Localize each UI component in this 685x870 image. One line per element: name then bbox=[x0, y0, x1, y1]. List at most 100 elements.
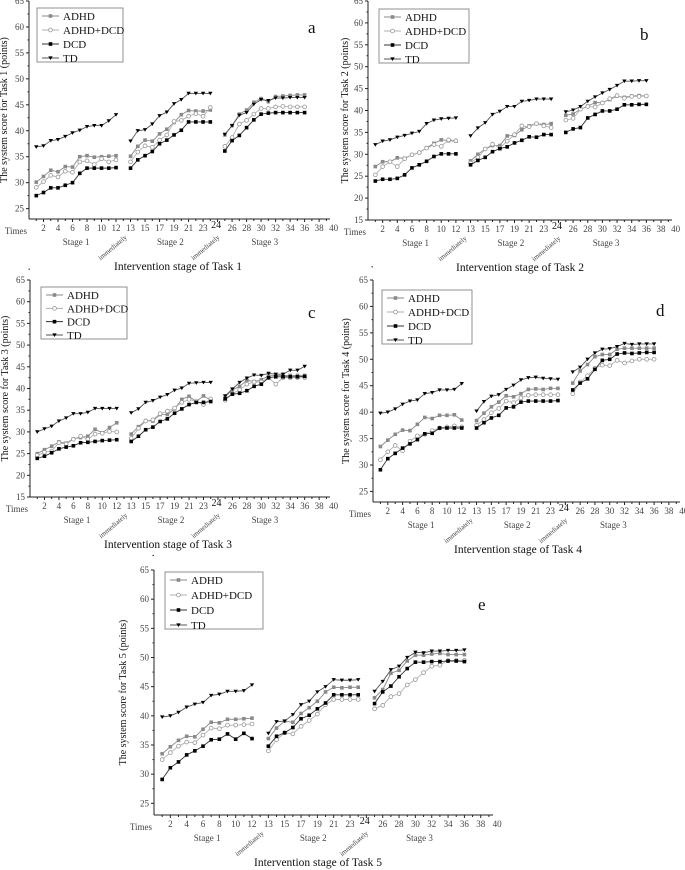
td-data-point bbox=[128, 139, 133, 144]
adhd-data-point bbox=[395, 156, 400, 160]
x-tick-label: 30 bbox=[411, 819, 421, 829]
td-data-point bbox=[577, 365, 583, 370]
immediately-annotation: immediately bbox=[97, 511, 129, 540]
td-data-point bbox=[114, 406, 119, 411]
adhd-data-point bbox=[504, 393, 508, 398]
adhd-data-point bbox=[291, 720, 295, 725]
x-axis-title: Intervention stage of Task 4 bbox=[454, 544, 582, 556]
adhd-dcd-data-point bbox=[208, 725, 214, 731]
adhd-data-point bbox=[607, 352, 612, 357]
y-tick-label: 40 bbox=[140, 711, 150, 721]
adhd-data-point bbox=[165, 412, 170, 417]
x-tick-label: 34 bbox=[627, 224, 637, 234]
series-line bbox=[470, 123, 552, 164]
dcd-data-point bbox=[237, 133, 242, 138]
adhd-data-point bbox=[176, 578, 181, 582]
td-data-point bbox=[251, 373, 257, 378]
dcd-data-point bbox=[496, 413, 501, 418]
series-td bbox=[378, 341, 657, 416]
series-line bbox=[130, 395, 211, 435]
adhd-dcd-data-point bbox=[42, 449, 47, 455]
adhd-data-point bbox=[505, 134, 509, 138]
adhd-dcd-data-point bbox=[600, 362, 605, 368]
td-data-point bbox=[70, 131, 75, 135]
adhd-dcd-data-point bbox=[629, 358, 635, 364]
td-data-point bbox=[200, 700, 206, 705]
x-tick-label: 24 bbox=[552, 221, 562, 232]
dcd-data-point bbox=[209, 737, 213, 742]
adhd-dcd-data-point bbox=[244, 118, 249, 123]
adhd-data-point bbox=[34, 180, 39, 184]
dcd-data-point bbox=[85, 166, 89, 170]
dcd-data-point bbox=[274, 734, 279, 739]
adhd-data-point bbox=[143, 138, 147, 142]
adhd-data-point bbox=[533, 387, 538, 391]
y-tick-label: 15 bbox=[354, 215, 364, 225]
dcd-data-point bbox=[86, 440, 90, 445]
x-tick-label: 24 bbox=[212, 498, 222, 509]
adhd-data-point bbox=[281, 94, 285, 98]
dcd-data-point bbox=[273, 374, 278, 379]
adhd-data-point bbox=[570, 381, 575, 385]
dcd-data-point bbox=[291, 725, 295, 730]
dcd-data-point bbox=[541, 399, 545, 403]
x-tick-label: 19 bbox=[170, 223, 180, 233]
td-data-point bbox=[229, 123, 235, 128]
y-tick-label: 30 bbox=[354, 149, 364, 159]
adhd-data-point bbox=[307, 705, 312, 710]
x-tick-label: 8 bbox=[86, 501, 91, 511]
x-tick-label: 34 bbox=[286, 501, 296, 511]
td-data-point bbox=[266, 731, 271, 736]
td-data-point bbox=[402, 133, 407, 138]
immediately-annotation: immediately bbox=[234, 829, 266, 858]
dcd-data-point bbox=[408, 442, 412, 446]
td-data-point bbox=[570, 370, 575, 374]
adhd-dcd-data-point bbox=[331, 697, 337, 702]
adhd-dcd-data-point bbox=[200, 732, 206, 738]
adhd-dcd-data-point bbox=[251, 111, 257, 117]
td-data-point bbox=[55, 137, 61, 142]
dcd-data-point bbox=[201, 744, 205, 748]
dcd-data-point bbox=[331, 693, 336, 697]
y-tick-label: 45 bbox=[359, 381, 369, 391]
td-data-point bbox=[77, 128, 82, 133]
adhd-data-point bbox=[421, 653, 426, 657]
td-data-point bbox=[378, 411, 383, 416]
adhd-dcd-data-point bbox=[33, 185, 39, 190]
series-td bbox=[35, 364, 307, 434]
td-data-point bbox=[106, 119, 111, 123]
adhd-dcd-data-point bbox=[71, 436, 76, 442]
td-data-point bbox=[462, 648, 467, 652]
adhd-data-point bbox=[179, 112, 184, 117]
dcd-data-point bbox=[637, 351, 642, 355]
dcd-data-point bbox=[63, 183, 68, 188]
dcd-data-point bbox=[288, 110, 292, 115]
dcd-data-point bbox=[288, 374, 293, 379]
dcd-data-point bbox=[281, 110, 285, 115]
x-tick-label: 2 bbox=[42, 501, 47, 511]
td-data-point bbox=[534, 97, 539, 102]
adhd-dcd-data-point bbox=[637, 356, 642, 362]
adhd-data-point bbox=[511, 395, 516, 399]
dcd-data-point bbox=[462, 659, 467, 664]
adhd-dcd-data-point bbox=[393, 309, 398, 315]
adhd-data-point bbox=[422, 415, 427, 420]
adhd-dcd-data-point bbox=[453, 138, 459, 144]
dcd-data-point bbox=[194, 400, 199, 405]
adhd-dcd-data-point bbox=[179, 118, 184, 123]
adhd-data-point bbox=[413, 653, 418, 657]
adhd-data-point bbox=[429, 652, 434, 656]
td-data-point bbox=[71, 412, 76, 416]
adhd-dcd-data-point bbox=[295, 104, 300, 110]
dcd-data-point bbox=[607, 357, 612, 362]
adhd-dcd-data-point bbox=[200, 113, 206, 119]
td-data-point bbox=[636, 79, 642, 83]
td-data-point bbox=[274, 720, 279, 724]
dcd-data-point bbox=[556, 398, 560, 403]
adhd-data-point bbox=[42, 447, 47, 452]
adhd-dcd-data-point bbox=[266, 748, 271, 754]
adhd-dcd-data-point bbox=[644, 356, 650, 362]
x-tick-label: 6 bbox=[70, 223, 75, 233]
